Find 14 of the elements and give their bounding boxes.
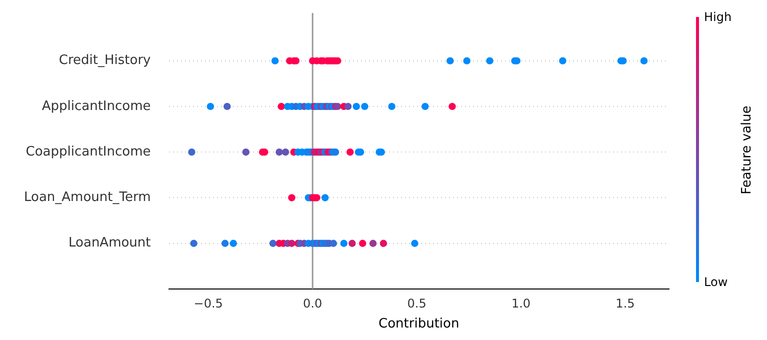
x-tick-label: 1.5 [616,296,635,310]
y-tick-label: LoanAmount [68,236,151,251]
y-tick-label: ApplicantIncome [42,98,151,114]
y-tick-label: CoapplicantIncome [26,144,151,160]
text: High [704,9,732,25]
x-tick-label: 0.0 [303,296,322,310]
color-bar-title: Feature value [740,106,754,194]
x-tick-label: 1.0 [511,296,531,310]
text: Low [704,274,728,290]
x-axis-title: Contribution [378,316,460,332]
y-tick-label: Loan_Amount_Term [24,190,151,206]
x-tick-label: −0.5 [194,296,223,310]
x-tick-label: 0.5 [407,296,426,310]
y-tick-label: Credit_History [58,53,152,68]
